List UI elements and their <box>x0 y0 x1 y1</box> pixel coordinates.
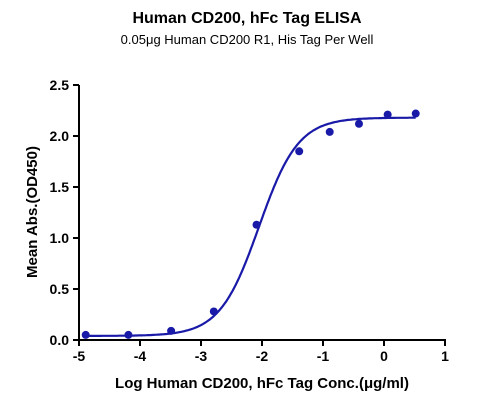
data-point <box>325 127 334 136</box>
y-tick-label: 1.0 <box>50 230 70 246</box>
fit-curve <box>85 116 416 337</box>
data-point <box>252 220 261 229</box>
y-tick-label: 0.5 <box>50 281 70 297</box>
x-tick-label: -2 <box>256 348 269 364</box>
data-point <box>124 330 133 339</box>
x-tick-label: 0 <box>380 348 388 364</box>
chart-title: Human CD200, hFc Tag ELISA <box>132 10 362 27</box>
x-tick-label: -4 <box>134 348 147 364</box>
x-tick-label: -3 <box>195 348 208 364</box>
data-point <box>383 110 392 119</box>
y-axis-label: Mean Abs.(OD450) <box>24 146 41 278</box>
data-point <box>81 330 90 339</box>
data-points <box>81 109 420 339</box>
y-tick-label: 0.0 <box>50 332 70 348</box>
data-point <box>411 109 420 118</box>
x-axis-ticks: -5 -4 -3 -2 -1 0 1 <box>73 340 449 364</box>
y-tick-label: 2.0 <box>50 128 70 144</box>
data-point <box>209 307 218 316</box>
x-tick-label: 1 <box>441 348 449 364</box>
y-axis-ticks: 0.0 0.5 1.0 1.5 2.0 2.5 <box>50 77 79 348</box>
y-tick-label: 1.5 <box>50 179 70 195</box>
x-axis-label: Log Human CD200, hFc Tag Conc.(μg/ml) <box>115 375 409 392</box>
x-tick-label: -5 <box>73 348 86 364</box>
data-point <box>167 326 176 335</box>
data-point <box>354 119 363 128</box>
y-tick-label: 2.5 <box>50 77 70 93</box>
chart-subtitle: 0.05μg Human CD200 R1, His Tag Per Well <box>121 32 374 47</box>
x-tick-label: -1 <box>317 348 330 364</box>
data-point <box>295 147 304 156</box>
